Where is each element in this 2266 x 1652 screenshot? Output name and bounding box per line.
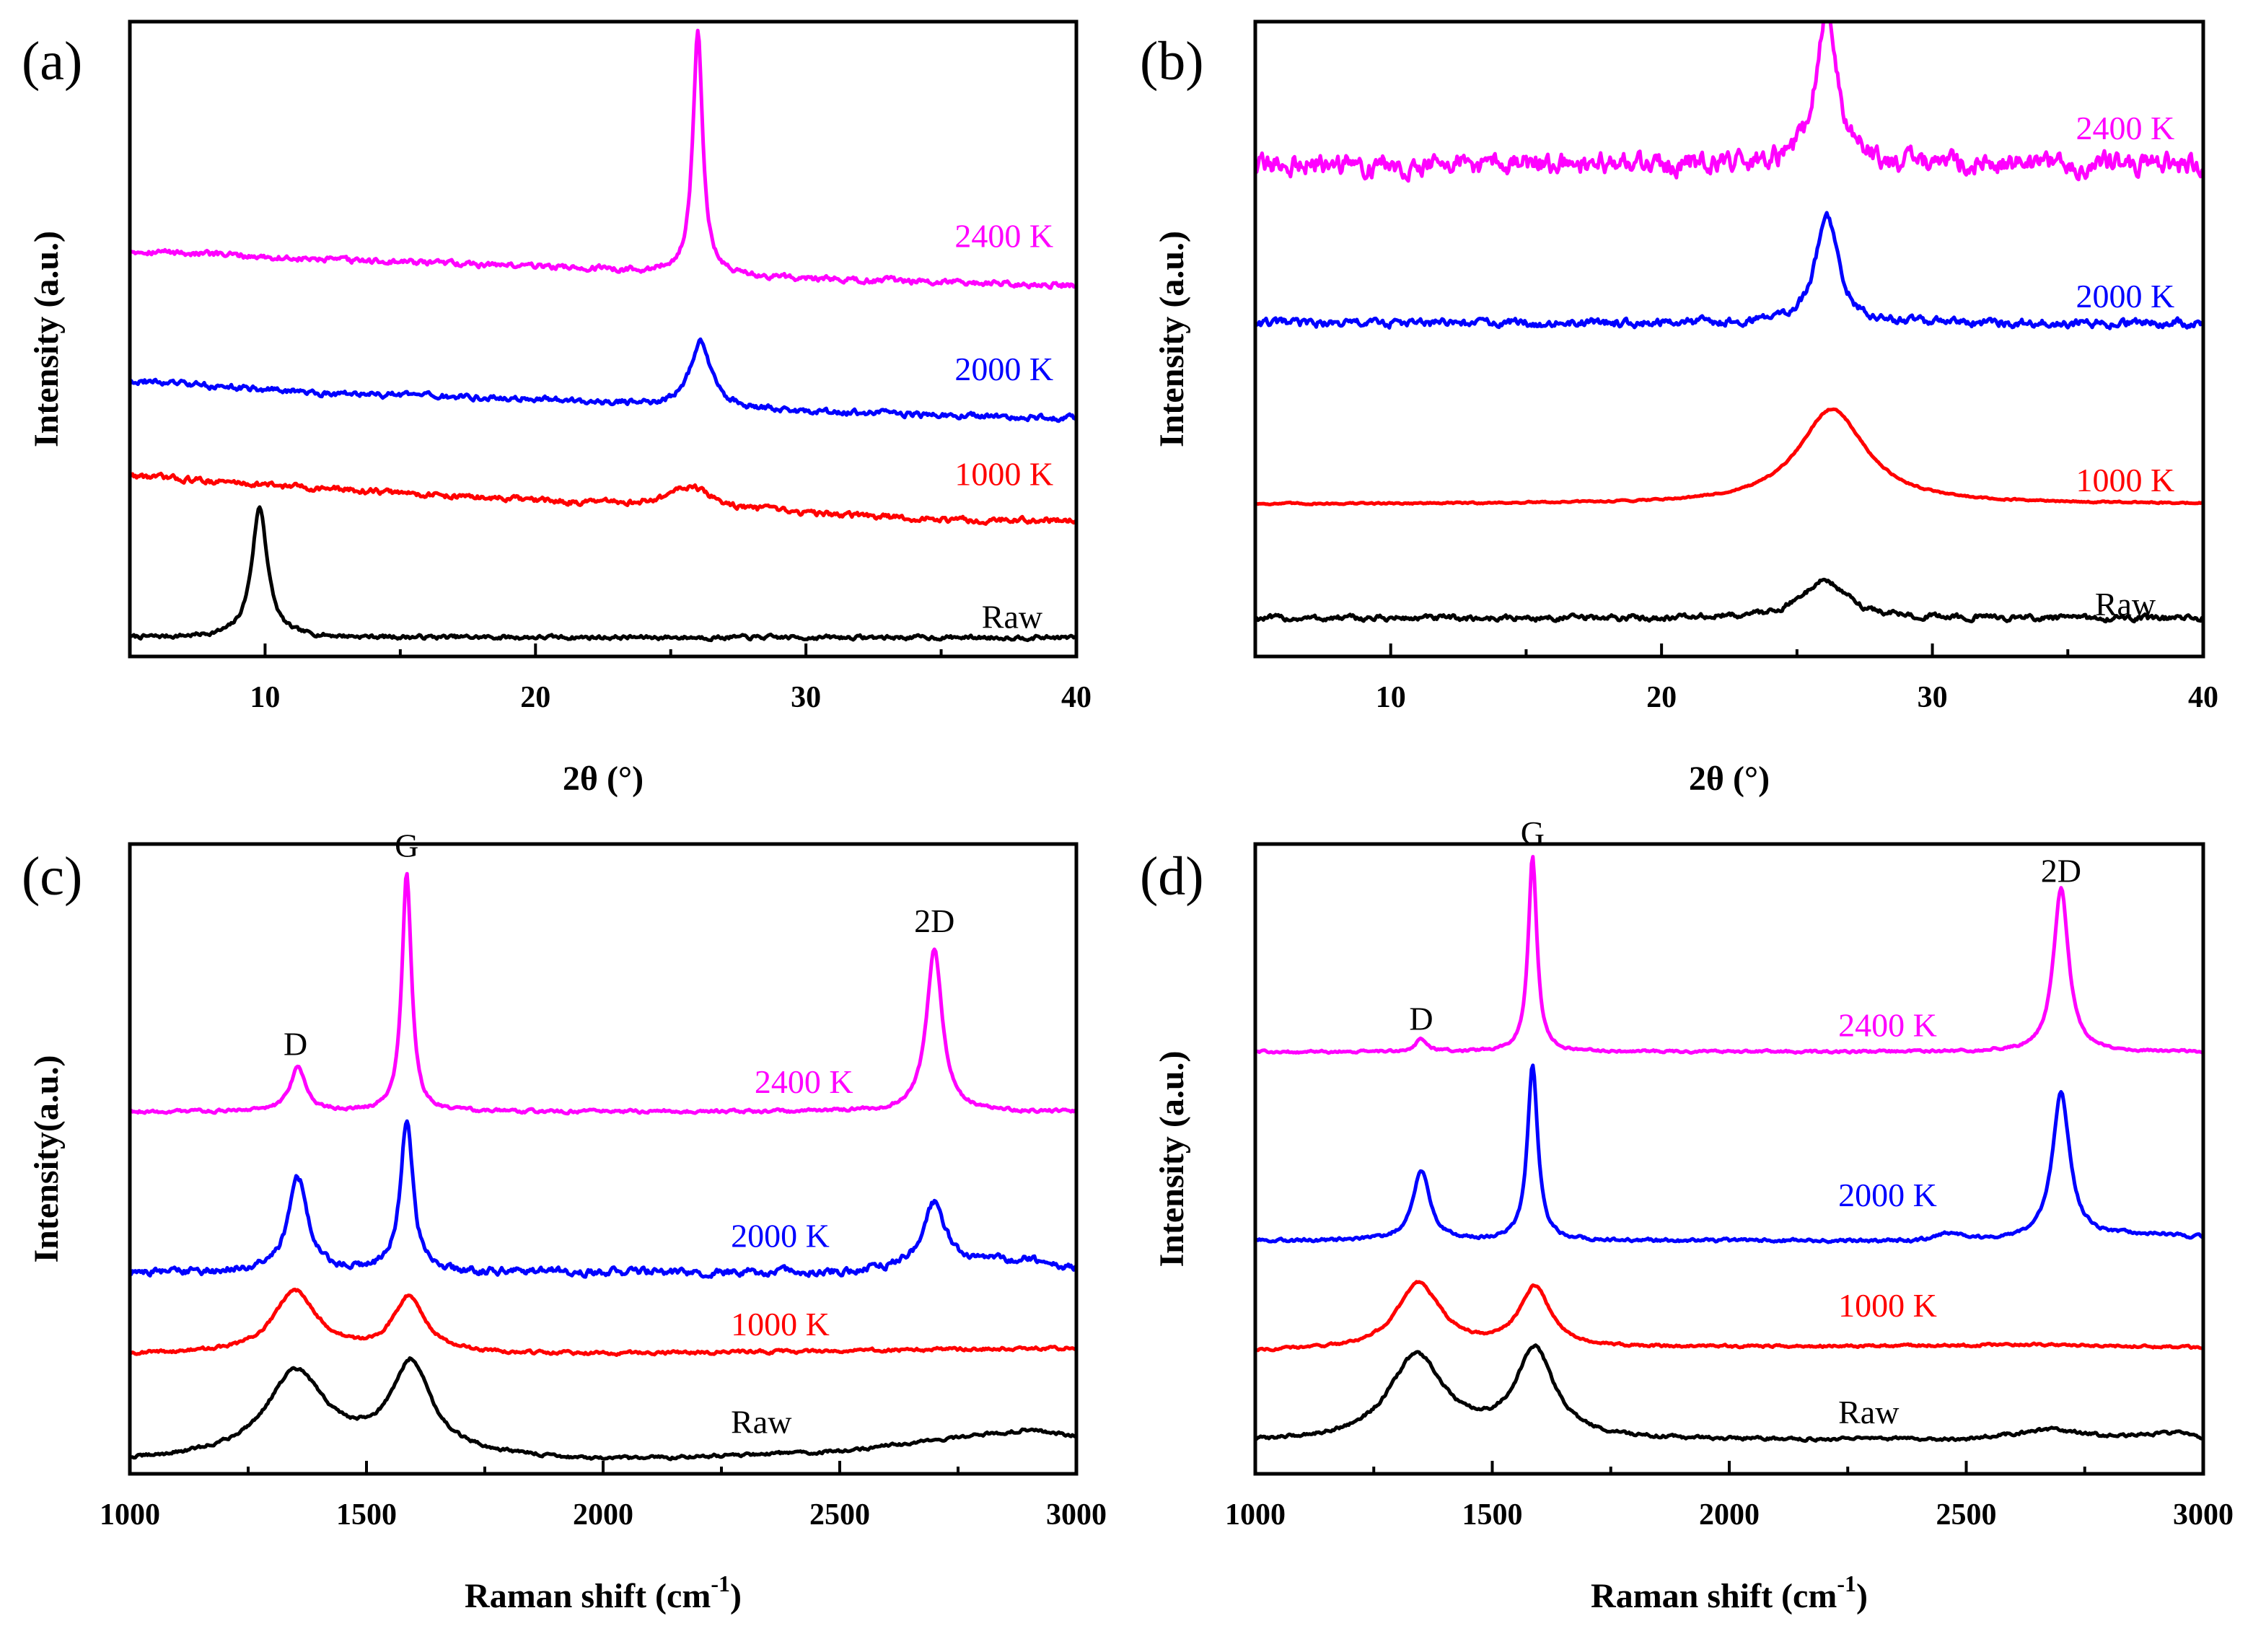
plot-area: [130, 871, 1076, 1462]
series-line-1000k: [1255, 1280, 2203, 1353]
x-tick-label: 2000: [573, 1498, 633, 1532]
x-tick-label: 3000: [2173, 1498, 2234, 1532]
plot-frame: [1253, 19, 2205, 659]
series-line-2000k: [1255, 211, 2203, 330]
x-tick-label: 20: [520, 681, 550, 714]
series-label-raw: Raw: [1838, 1394, 1900, 1431]
series-line-2400k: [130, 871, 1076, 1116]
x-tick-label: 2000: [1699, 1498, 1760, 1532]
x-tick-label: 20: [1646, 681, 1677, 714]
x-tick-label: 40: [2188, 681, 2218, 714]
series-label-2000k: 2000 K: [954, 351, 1053, 387]
peak-label-2d: 2D: [2041, 852, 2081, 889]
series-line-2400k: [130, 28, 1076, 290]
x-tick-label: 3000: [1046, 1498, 1107, 1532]
series-line-raw: [1255, 577, 2203, 624]
x-tick-label: 10: [250, 681, 280, 714]
x-tick-label: 2500: [809, 1498, 870, 1532]
panel-label: (b): [1140, 31, 1204, 92]
x-tick-label: 10: [1376, 681, 1406, 714]
series-line-2000k: [130, 337, 1076, 423]
series-label-2000k: 2000 K: [2076, 278, 2175, 315]
series-label-2400k: 2400 K: [1838, 1006, 1937, 1043]
peak-label-2d: 2D: [914, 902, 954, 939]
x-axis-title: 2θ (°): [563, 760, 644, 798]
series-line-2000k: [130, 1119, 1076, 1279]
series-label-2400k: 2400 K: [954, 217, 1053, 254]
series-line-2400k: [1255, 855, 2203, 1055]
series-label-2000k: 2000 K: [731, 1218, 830, 1255]
peak-label-d: D: [1409, 1001, 1433, 1037]
series-label-2400k: 2400 K: [755, 1063, 853, 1100]
plot-area: [1255, 22, 2203, 624]
x-tick-label: 30: [1918, 681, 1948, 714]
y-axis-title: Intensity(a.u.): [27, 1055, 66, 1262]
panel-b: 10 20 30 40 2θ (°) Intensity (a.u.) (b) 2400 K 2…: [1140, 19, 2218, 798]
series-label-2400k: 2400 K: [2076, 110, 2175, 146]
peak-label-d: D: [284, 1025, 307, 1062]
plot-frame: [1253, 842, 2205, 1476]
series-line-2400k: [1255, 22, 2203, 183]
panel-label: (c): [22, 846, 82, 907]
panel-a: 10 20 30 40 2θ (°) Intensity (a.u.) (a) 2400 K 2…: [22, 19, 1092, 798]
x-tick-label: 40: [1061, 681, 1092, 714]
series-label-1000k: 1000 K: [954, 455, 1053, 492]
x-axis-title: Raman shift (cm-1): [465, 1570, 742, 1615]
series-line-2000k: [1255, 1063, 2203, 1244]
plot-area: [1255, 855, 2203, 1444]
plot-frame: [128, 19, 1079, 659]
plot-area: [130, 28, 1076, 643]
series-line-raw: [130, 1356, 1076, 1462]
peak-label-g: G: [395, 827, 418, 864]
x-axis-title: Raman shift (cm-1): [1591, 1570, 1868, 1615]
x-tick-label: 30: [791, 681, 821, 714]
series-line-1000k: [1255, 407, 2203, 506]
series-line-raw: [1255, 1343, 2203, 1444]
panel-d: 1000 1500 2000 2500 3000 Raman shift (cm-1) In…: [1140, 814, 2234, 1615]
panel-c: 1000 1500 2000 2500 3000 Raman shift (cm-1) In…: [22, 827, 1107, 1615]
series-line-1000k: [130, 471, 1076, 526]
series-line-raw: [130, 505, 1076, 643]
y-axis-title: Intensity (a.u.): [27, 231, 66, 447]
series-line-1000k: [130, 1287, 1076, 1357]
y-axis-title: Intensity (a.u.): [1153, 231, 1191, 447]
series-label-raw: Raw: [731, 1403, 792, 1440]
peak-label-g: G: [1521, 814, 1545, 851]
series-label-1000k: 1000 K: [2076, 462, 2175, 498]
x-tick-label: 1000: [100, 1498, 160, 1532]
series-label-raw: Raw: [982, 598, 1043, 635]
x-tick-label: 2500: [1936, 1498, 1997, 1532]
series-label-raw: Raw: [2095, 586, 2156, 623]
series-label-1000k: 1000 K: [731, 1306, 830, 1343]
x-tick-label: 1500: [336, 1498, 397, 1532]
panel-label: (a): [22, 31, 82, 92]
series-label-2000k: 2000 K: [1838, 1177, 1937, 1213]
y-axis-title: Intensity (a.u.): [1153, 1050, 1191, 1267]
x-tick-label: 1500: [1462, 1498, 1523, 1532]
x-tick-label: 1000: [1225, 1498, 1286, 1532]
x-axis-title: 2θ (°): [1689, 760, 1770, 798]
series-label-1000k: 1000 K: [1838, 1287, 1937, 1324]
panel-label: (d): [1140, 846, 1204, 907]
